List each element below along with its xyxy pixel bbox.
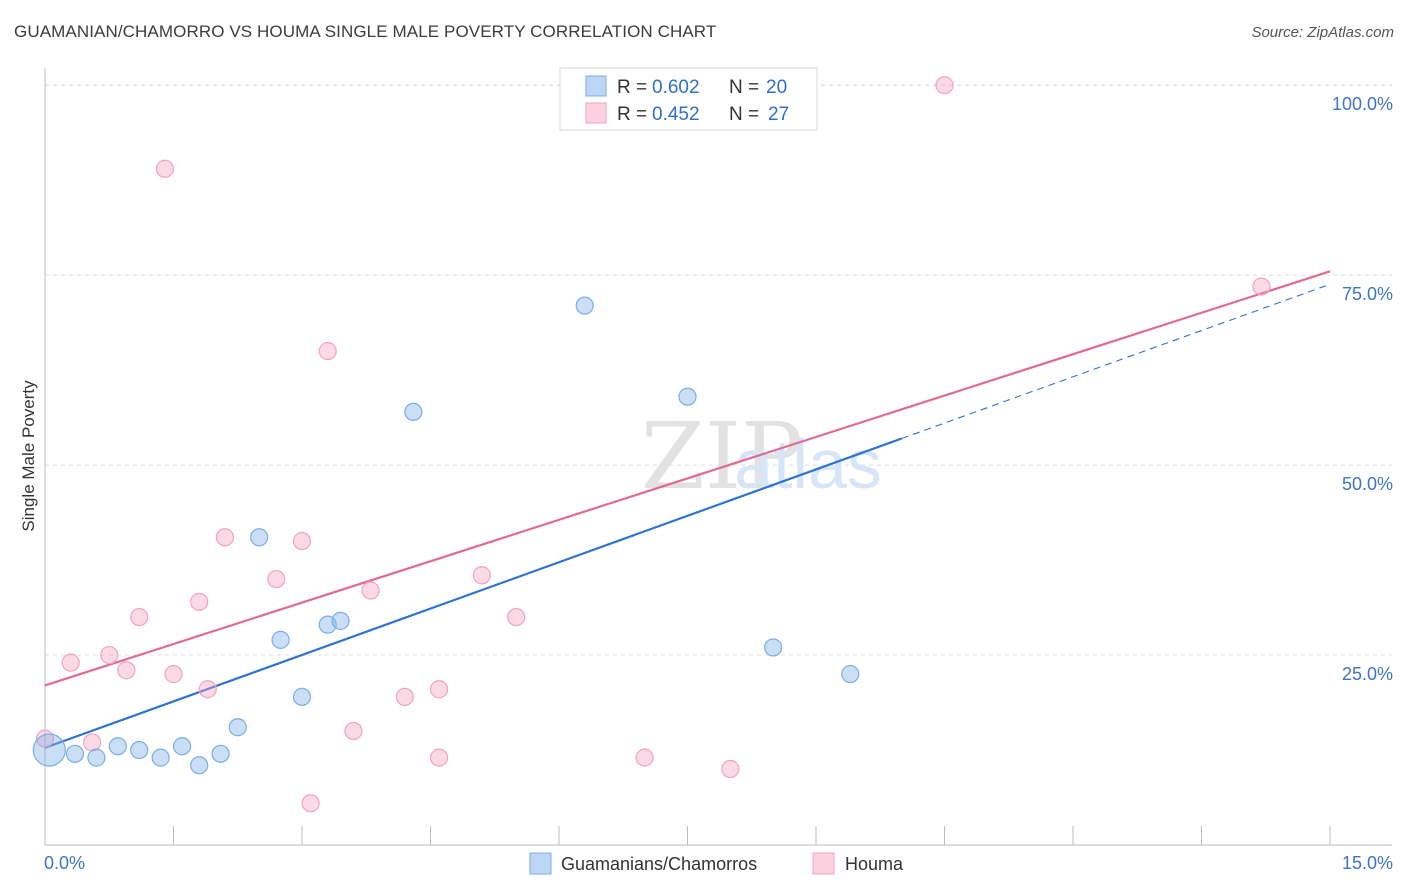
stats-r-value-guamanian: 0.602 [652, 77, 700, 98]
trend-line-houma [44, 270, 1331, 687]
point-guamanian [678, 387, 697, 406]
legend-swatch-guamanian [529, 852, 552, 875]
point-guamanian [271, 630, 290, 649]
point-houma [935, 76, 954, 95]
point-guamanian [292, 687, 312, 706]
point-guamanian [32, 733, 66, 767]
y-tick-label: 50.0% [1342, 474, 1393, 494]
y-axis-label: Single Male Poverty [19, 380, 38, 532]
point-houma [267, 569, 286, 589]
y-tick-label: 25.0% [1342, 664, 1393, 684]
point-guamanian [575, 296, 594, 315]
point-guamanian [764, 638, 783, 657]
point-guamanian [841, 664, 860, 684]
point-guamanian [87, 748, 106, 767]
point-guamanian [190, 756, 209, 775]
point-houma [190, 592, 209, 611]
point-houma [130, 607, 149, 627]
point-houma [507, 607, 526, 627]
trend-line-guamanian [44, 437, 903, 749]
point-houma [117, 661, 136, 680]
gridlines [45, 84, 1392, 656]
point-guamanian [151, 748, 170, 767]
stats-n-value-guamanian: 20 [766, 77, 787, 98]
point-guamanian [172, 737, 192, 756]
point-houma [83, 733, 102, 752]
stats-swatch-houma [585, 102, 607, 124]
tick-labels: 25.0% 50.0% 75.0% 100.0% 0.0% 15.0% [44, 94, 1393, 873]
legend-label-guamanian: Guamanians/Chamorros [561, 854, 757, 874]
point-houma [472, 566, 491, 585]
watermark-zip: ZIP [641, 403, 803, 510]
point-houma [301, 794, 320, 813]
legend-label-houma: Houma [845, 854, 904, 874]
point-guamanian [228, 718, 247, 737]
point-houma [155, 159, 175, 178]
trend-lines [44, 270, 1331, 749]
axes [44, 68, 1392, 846]
point-houma [1252, 277, 1271, 296]
x-tick-label-min: 0.0% [44, 853, 85, 873]
point-guamanian [404, 402, 423, 422]
stats-r-label-guamanian: R = [617, 77, 647, 98]
stats-n-value-houma: 27 [768, 104, 789, 125]
stats-swatch-guamanian [585, 75, 607, 97]
point-houma [395, 687, 414, 706]
legend-swatch-houma [812, 852, 835, 875]
chart-title: GUAMANIAN/CHAMORRO VS HOUMA SINGLE MALE … [14, 22, 717, 41]
point-houma [100, 645, 119, 665]
stats-n-label-guamanian: N = [729, 77, 759, 98]
stats-r-label-houma: R = [617, 104, 647, 125]
stats-n-label-houma: N = [729, 104, 759, 125]
point-houma [292, 531, 312, 551]
point-guamanian [331, 611, 350, 630]
source-credit: Source: ZipAtlas.com [1251, 24, 1394, 41]
point-houma [164, 664, 183, 684]
point-houma [429, 680, 449, 699]
point-guamanian [108, 737, 127, 756]
series-legend: Guamanians/Chamorros Houma [529, 852, 904, 875]
x-tick-label-max: 15.0% [1342, 853, 1393, 873]
point-houma [361, 581, 380, 600]
trend-line-guamanian-extension [901, 283, 1331, 440]
point-guamanian [130, 740, 149, 760]
point-guamanian [65, 744, 85, 763]
data-points [32, 76, 1271, 813]
y-tick-label: 100.0% [1332, 94, 1393, 114]
point-houma [635, 748, 654, 767]
y-tick-label: 75.0% [1342, 284, 1393, 304]
point-houma [429, 748, 449, 767]
stats-r-value-houma: 0.452 [652, 104, 700, 125]
point-houma [318, 342, 337, 361]
point-houma [198, 680, 217, 699]
point-houma [344, 721, 363, 741]
stats-legend: R = 0.602 N = 20 R = 0.452 N = 27 [559, 67, 818, 131]
point-houma [61, 653, 80, 672]
point-houma [215, 528, 234, 547]
point-guamanian [250, 528, 269, 547]
point-houma [721, 759, 740, 779]
point-guamanian [211, 744, 230, 763]
